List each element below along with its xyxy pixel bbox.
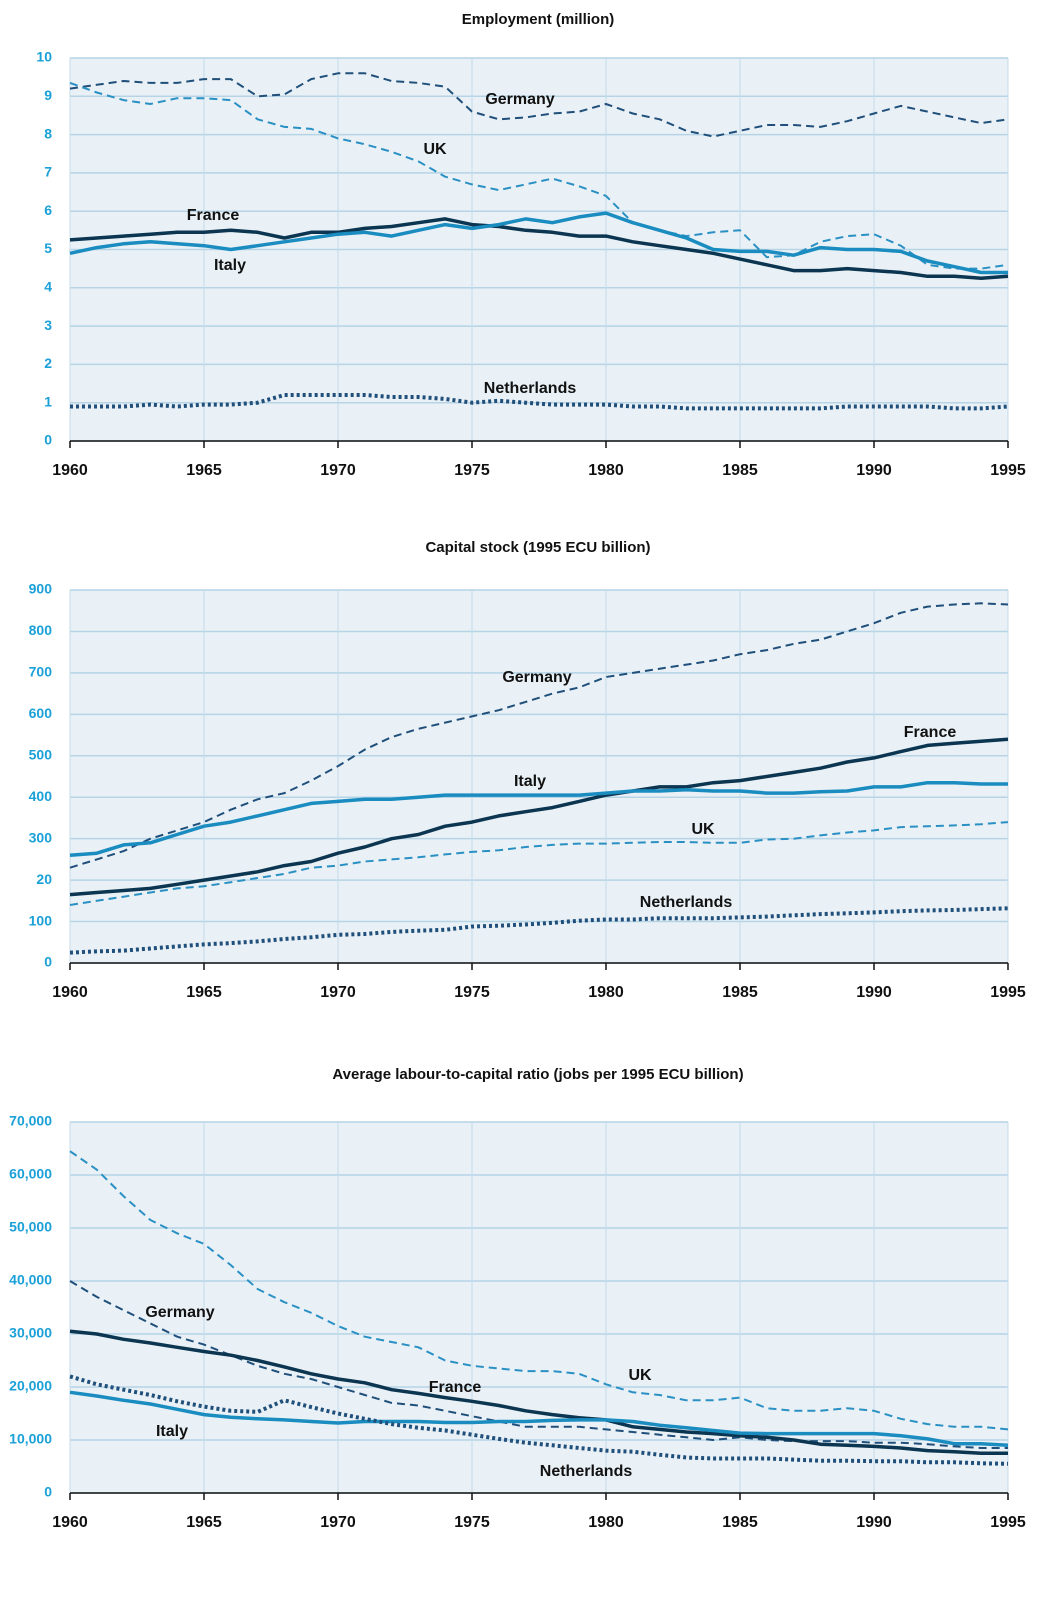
series-label: Italy (156, 1423, 188, 1440)
y-tick-label: 10,000 (9, 1431, 52, 1447)
x-tick-label: 1980 (588, 462, 624, 479)
series-label: UK (628, 1367, 652, 1384)
x-tick-label: 1975 (454, 984, 490, 1001)
y-tick-label: 70,000 (9, 1113, 52, 1129)
x-tick-label: 1990 (856, 462, 892, 479)
series-label: Netherlands (540, 1463, 633, 1480)
series-line (69, 81, 1009, 270)
y-tick-label: 800 (29, 622, 53, 638)
series-line (69, 217, 1009, 280)
chart-title: Capital stock (1995 ECU billion) (425, 539, 650, 556)
y-tick-label: 500 (29, 746, 53, 762)
x-tick-label: 1970 (320, 984, 356, 1001)
y-tick-label: 60,000 (9, 1166, 52, 1182)
series-line (69, 602, 1009, 869)
series-label: UK (691, 821, 715, 838)
series-label: Italy (214, 257, 246, 274)
y-tick-label: 400 (29, 788, 53, 804)
x-tick-label: 1975 (454, 1514, 490, 1531)
y-tick-label: 30,000 (9, 1325, 52, 1341)
y-tick-label: 9 (44, 87, 52, 103)
x-tick-label: 1975 (454, 462, 490, 479)
x-tick-label: 1965 (186, 462, 222, 479)
x-tick-label: 1995 (990, 984, 1026, 1001)
series-line (69, 211, 1008, 275)
y-tick-label: 50,000 (9, 1219, 52, 1235)
y-tick-label: 8 (44, 125, 52, 141)
series-label: Germany (485, 91, 554, 108)
y-tick-label: 20 (36, 871, 52, 887)
y-tick-label: 0 (44, 432, 52, 448)
y-tick-label: 600 (29, 705, 53, 721)
y-tick-label: 7 (44, 164, 52, 180)
y-tick-label: 700 (29, 664, 53, 680)
y-tick-label: 300 (29, 829, 53, 845)
x-tick-label: 1960 (52, 984, 88, 1001)
x-tick-label: 1965 (186, 1514, 222, 1531)
x-tick-label: 1970 (320, 1514, 356, 1531)
y-tick-label: 5 (44, 240, 52, 256)
series-line (69, 1150, 1009, 1431)
series-line (69, 906, 1009, 955)
series-label: Netherlands (640, 894, 733, 911)
series-line (69, 72, 1009, 138)
y-tick-label: 3 (44, 317, 52, 333)
x-tick-label: 1960 (52, 462, 88, 479)
y-tick-label: 100 (29, 912, 53, 928)
x-tick-label: 1965 (186, 984, 222, 1001)
y-tick-label: 0 (44, 954, 52, 970)
x-tick-label: 1995 (990, 1514, 1026, 1531)
y-tick-label: 20,000 (9, 1378, 52, 1394)
series-label: France (187, 207, 240, 224)
x-tick-label: 1980 (588, 1514, 624, 1531)
series-line (69, 780, 1008, 857)
series-line (70, 393, 1009, 411)
series-label: UK (423, 141, 447, 158)
x-tick-label: 1970 (320, 462, 356, 479)
series-label: France (429, 1379, 482, 1396)
plot-area (70, 1122, 1008, 1493)
series-label: Italy (514, 773, 546, 790)
x-tick-label: 1990 (856, 1514, 892, 1531)
x-tick-label: 1985 (722, 1514, 758, 1531)
x-tick-label: 1960 (52, 1514, 88, 1531)
x-tick-label: 1985 (722, 462, 758, 479)
y-tick-label: 0 (44, 1484, 52, 1500)
chart-title: Average labour-to-capital ratio (jobs pe… (332, 1066, 743, 1083)
series-label: Germany (502, 669, 571, 686)
x-tick-label: 1980 (588, 984, 624, 1001)
series-line (69, 1390, 1009, 1448)
plot-area (70, 590, 1008, 963)
x-tick-label: 1995 (990, 462, 1026, 479)
series-label: Germany (145, 1304, 214, 1321)
y-tick-label: 40,000 (9, 1272, 52, 1288)
y-tick-label: 10 (36, 49, 52, 65)
y-tick-label: 2 (44, 355, 52, 371)
series-line (69, 821, 1009, 906)
series-line (69, 1374, 1009, 1466)
y-tick-label: 4 (44, 279, 52, 295)
y-tick-label: 900 (29, 581, 53, 597)
x-tick-label: 1990 (856, 984, 892, 1001)
series-line (69, 1329, 1008, 1456)
series-label: Netherlands (484, 380, 577, 397)
x-tick-label: 1985 (722, 984, 758, 1001)
y-tick-label: 1 (44, 393, 52, 409)
chart-title: Employment (million) (462, 11, 615, 28)
series-line (69, 737, 1009, 897)
series-label: France (904, 724, 957, 741)
y-tick-label: 6 (44, 202, 52, 218)
